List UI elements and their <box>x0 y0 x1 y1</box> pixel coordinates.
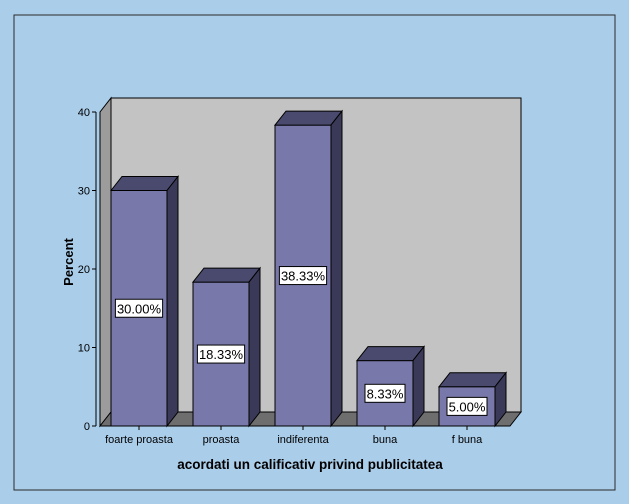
chart-border <box>13 14 616 491</box>
bar-side <box>412 345 425 428</box>
bar: 38.33% <box>273 109 344 428</box>
data-label: 30.00% <box>117 301 162 316</box>
x-axis: foarte proasta proasta indiferenta buna f bu… <box>105 426 483 446</box>
y-tick-label: 10 <box>78 343 90 355</box>
x-tick-label: foarte proasta <box>105 434 174 446</box>
y-tick-label: 0 <box>84 421 90 433</box>
data-label-box <box>196 344 246 364</box>
data-label: 8.33% <box>367 386 404 401</box>
data-label-box <box>446 396 488 416</box>
bar-side <box>248 266 261 428</box>
y-axis-label: Percent <box>61 237 76 285</box>
y-axis: 0 10 20 30 40 <box>78 107 97 433</box>
data-label-box <box>364 383 406 403</box>
data-label: 5.00% <box>449 399 486 414</box>
bar-side <box>494 371 507 428</box>
bar: 5.00% <box>437 371 508 428</box>
bar: 18.33% <box>191 266 262 428</box>
plot-left-wall <box>99 96 112 428</box>
x-tick-label: indiferenta <box>277 434 329 446</box>
bar: 8.33% <box>355 345 426 428</box>
data-label: 38.33% <box>281 269 326 284</box>
x-tick-label: proasta <box>203 434 241 446</box>
bar-top <box>191 267 262 283</box>
bar-side <box>166 175 179 428</box>
bar-top <box>355 346 426 362</box>
bar-top <box>273 110 344 126</box>
x-axis-label: acordati un calificativ privind publicit… <box>177 457 443 472</box>
bar: 30.00% <box>109 175 180 428</box>
bar-side <box>330 109 343 428</box>
y-tick-label: 20 <box>78 264 90 276</box>
y-tick-label: 40 <box>78 107 90 119</box>
data-label-box <box>114 298 164 318</box>
y-tick-label: 30 <box>78 186 90 198</box>
data-label-box <box>278 266 328 286</box>
data-label: 18.33% <box>199 347 244 362</box>
x-tick-label: buna <box>373 434 398 446</box>
bars: 30.00% 18.33% 38.33% 8.33% 5.00% <box>109 109 508 428</box>
bar-top <box>109 176 180 191</box>
bar-top <box>437 372 508 388</box>
x-tick-label: f buna <box>452 434 483 446</box>
